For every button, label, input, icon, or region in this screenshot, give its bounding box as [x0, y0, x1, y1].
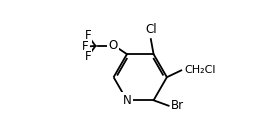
Text: Br: Br [171, 99, 184, 112]
Text: CH₂Cl: CH₂Cl [185, 65, 216, 75]
Text: F: F [82, 40, 89, 53]
Text: Cl: Cl [145, 23, 157, 36]
Text: O: O [109, 39, 118, 52]
Text: F: F [85, 50, 91, 63]
Text: F: F [85, 29, 91, 42]
Text: N: N [122, 94, 131, 107]
